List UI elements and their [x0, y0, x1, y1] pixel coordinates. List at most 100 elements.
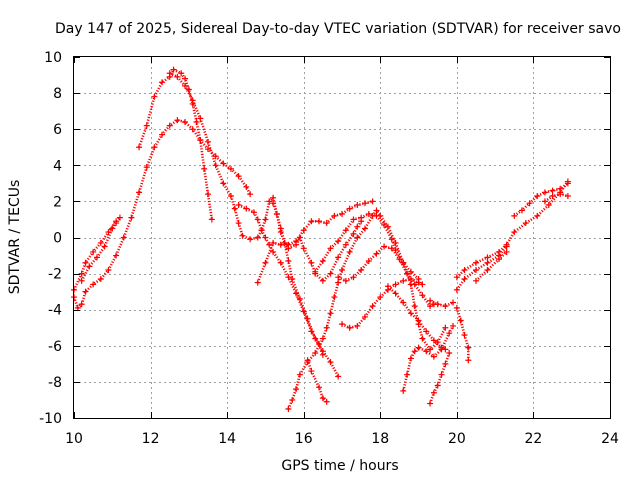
x-axis-label: GPS time / hours: [281, 458, 398, 474]
data-point: [289, 396, 296, 403]
data-point: [78, 277, 85, 284]
data-point: [518, 207, 525, 214]
data-point: [473, 266, 479, 273]
data-point: [143, 164, 150, 171]
data-point: [178, 70, 185, 77]
y-tick-labels: -10 -8 -6 -4 -2 0 2 4 6 8 10: [39, 50, 62, 427]
data-point: [266, 198, 273, 205]
data-point: [296, 371, 303, 378]
x-tick-label: 22: [525, 431, 543, 447]
data-point: [277, 225, 284, 232]
data-point: [182, 118, 189, 125]
data-point: [434, 382, 441, 389]
series-arc-01: [72, 118, 252, 310]
data-point: [90, 248, 97, 255]
data-point: [457, 317, 464, 324]
data-point: [201, 165, 208, 172]
data-point: [419, 335, 426, 342]
data-point: [86, 263, 93, 270]
data-point: [484, 266, 491, 273]
data-point: [453, 304, 460, 311]
data-point: [262, 234, 269, 241]
markers-arc-23: [541, 191, 571, 205]
data-point: [381, 221, 388, 228]
y-tick-label: 10: [44, 50, 62, 66]
data-point: [446, 330, 453, 337]
data-point: [312, 335, 319, 342]
data-point: [136, 144, 143, 151]
data-point: [400, 299, 407, 306]
data-point: [495, 256, 502, 263]
data-point: [250, 209, 257, 216]
data-point: [170, 66, 177, 73]
data-point: [285, 257, 292, 264]
data-point: [450, 299, 457, 306]
data-point: [346, 205, 353, 212]
series-arc-19: [456, 180, 569, 279]
data-point: [388, 236, 395, 243]
data-point: [354, 234, 361, 241]
data-point: [254, 216, 261, 223]
data-point: [339, 266, 345, 273]
markers-arc-10: [304, 357, 330, 405]
data-point: [174, 117, 181, 124]
data-point: [450, 322, 457, 329]
data-point: [350, 216, 357, 223]
markers-arc-16: [427, 297, 457, 310]
data-point: [270, 239, 277, 246]
data-point: [549, 187, 556, 194]
data-point: [430, 353, 437, 360]
data-point: [235, 202, 242, 209]
data-point: [354, 223, 361, 230]
markers-arc-20: [453, 243, 510, 293]
y-tick-label: -8: [48, 375, 62, 391]
series-arc-09: [256, 200, 373, 284]
data-point: [400, 259, 407, 266]
data-point: [78, 270, 85, 277]
data-point: [270, 194, 277, 201]
data-point: [430, 337, 437, 344]
data-point: [423, 348, 430, 355]
data-point: [93, 254, 100, 261]
y-tick-label: -6: [48, 339, 62, 355]
data-point: [346, 248, 353, 255]
data-point: [247, 191, 254, 198]
data-point: [293, 290, 300, 297]
data-point: [419, 281, 426, 288]
data-point: [327, 310, 334, 317]
data-point: [197, 137, 204, 144]
data-point: [557, 185, 564, 192]
data-point: [503, 243, 510, 250]
data-point: [128, 214, 135, 221]
data-point: [166, 122, 173, 129]
data-point: [327, 270, 334, 277]
y-tick-label: -10: [39, 411, 62, 427]
data-point: [78, 301, 85, 308]
data-point: [335, 279, 342, 286]
data-point: [227, 192, 234, 199]
data-point: [365, 257, 372, 264]
data-point: [453, 274, 460, 281]
data-point: [296, 295, 303, 302]
y-axis-label: SDTVAR / TECUs: [7, 180, 23, 295]
markers-arc-13: [335, 243, 437, 310]
data-point: [235, 173, 242, 180]
series-arc-14: [387, 285, 446, 351]
series-arc-21: [475, 250, 508, 282]
data-point: [205, 191, 211, 198]
data-point: [564, 180, 571, 187]
data-point: [392, 281, 399, 288]
data-point: [289, 276, 296, 283]
y-tick-label: 4: [53, 158, 62, 174]
data-point: [308, 259, 315, 266]
data-point: [182, 82, 189, 89]
series-arc-05: [169, 72, 363, 283]
data-point: [522, 220, 529, 227]
data-point: [262, 259, 269, 266]
data-point: [159, 131, 166, 138]
data-point: [136, 189, 143, 196]
data-point: [465, 344, 472, 351]
data-point: [151, 93, 158, 100]
data-point: [319, 335, 326, 342]
